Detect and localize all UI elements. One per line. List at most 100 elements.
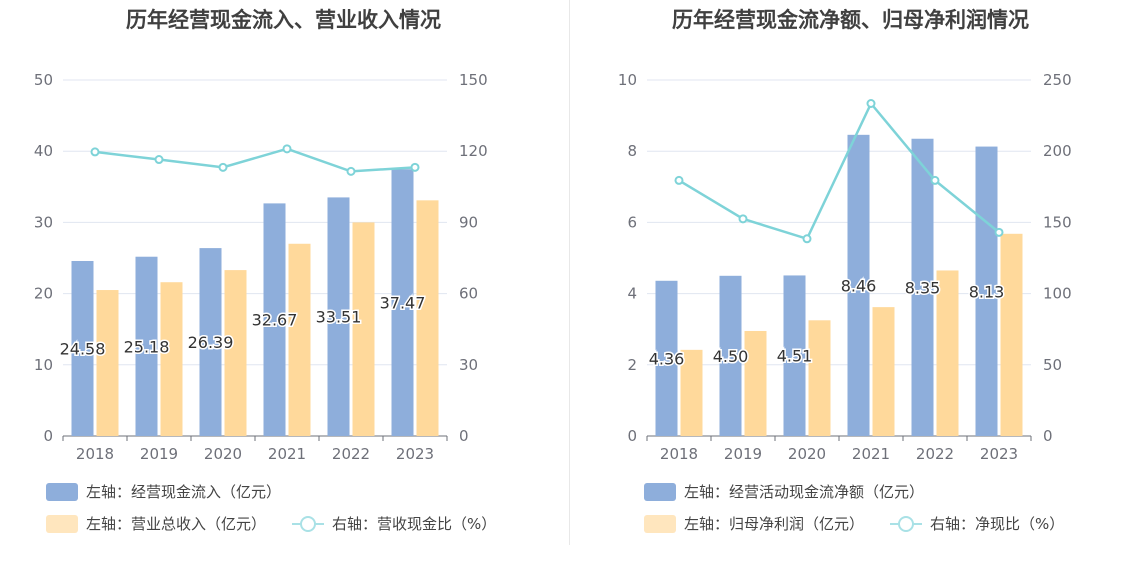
line-point bbox=[218, 162, 228, 172]
legend-item-bar-2[interactable]: 左轴：归母净利润（亿元） bbox=[644, 513, 864, 534]
bar-primary bbox=[135, 256, 158, 436]
chart-panel-cash-inflow: 历年经营现金流入、营业收入情况 0 10 20 30 40 50 0 30 60 90 120 150… bbox=[34, 8, 496, 534]
bar-data-label: 26.39 bbox=[188, 333, 234, 352]
line-point bbox=[154, 155, 164, 165]
left-axis-tick-label: 10 bbox=[618, 71, 637, 89]
x-axis-tick-label: 2022 bbox=[916, 445, 954, 463]
left-axis-tick-label: 50 bbox=[34, 71, 53, 89]
bar-secondary bbox=[416, 200, 439, 436]
line-point bbox=[802, 234, 812, 244]
line-point bbox=[90, 147, 100, 157]
right-axis-tick-label: 90 bbox=[459, 213, 478, 231]
bar-data-label: 32.67 bbox=[252, 311, 298, 330]
legend-swatch-yellow bbox=[46, 514, 78, 533]
legend-swatch-blue bbox=[46, 482, 78, 501]
bar-data-label: 4.51 bbox=[777, 347, 813, 366]
bar-data-label: 8.35 bbox=[905, 278, 941, 297]
line-point bbox=[930, 175, 940, 185]
line-point bbox=[738, 214, 748, 224]
line-point bbox=[346, 166, 356, 176]
legend-label: 右轴：净现比（%） bbox=[930, 515, 1065, 533]
legend-item-bar-1[interactable]: 左轴：经营活动现金流净额（亿元） bbox=[644, 481, 924, 502]
bar-primary bbox=[783, 275, 806, 436]
left-axis-tick-label: 0 bbox=[627, 427, 637, 445]
bar-secondary bbox=[744, 330, 767, 436]
bar-primary bbox=[911, 138, 934, 437]
legend-item-line[interactable]: 右轴：营收现金比（%） bbox=[292, 513, 496, 534]
right-axis-tick-label: 150 bbox=[1043, 213, 1072, 231]
bar-primary bbox=[263, 203, 286, 436]
left-axis-tick-label: 2 bbox=[627, 356, 637, 374]
line-series-path bbox=[94, 147, 416, 173]
x-axis-tick-label: 2022 bbox=[332, 445, 370, 463]
legend-label: 左轴：经营活动现金流净额（亿元） bbox=[684, 483, 925, 501]
legend-item-line[interactable]: 右轴：净现比（%） bbox=[890, 513, 1064, 534]
x-axis-tick-label: 2021 bbox=[852, 445, 890, 463]
line-point bbox=[410, 162, 420, 172]
line-point bbox=[994, 227, 1004, 237]
bar-primary bbox=[71, 260, 94, 436]
x-axis-tick-label: 2023 bbox=[396, 445, 434, 463]
left-axis-tick-label: 30 bbox=[34, 213, 53, 231]
bar-data-label: 8.13 bbox=[969, 282, 1005, 301]
left-axis-tick-label: 8 bbox=[627, 142, 637, 160]
bar-data-label: 37.47 bbox=[380, 294, 426, 313]
line-point bbox=[282, 144, 292, 154]
x-axis-tick-label: 2020 bbox=[788, 445, 826, 463]
legend-item-bar-1[interactable]: 左轴：经营现金流入（亿元） bbox=[46, 481, 281, 502]
bar-secondary bbox=[872, 307, 895, 436]
line-point bbox=[866, 98, 876, 108]
x-axis-tick-label: 2020 bbox=[204, 445, 242, 463]
bar-data-label: 24.58 bbox=[60, 339, 106, 358]
chart-title: 历年经营现金流入、营业收入情况 bbox=[126, 8, 441, 32]
x-axis-tick-label: 2023 bbox=[980, 445, 1018, 463]
left-axis-tick-label: 10 bbox=[34, 356, 53, 374]
left-axis-tick-label: 20 bbox=[34, 285, 53, 303]
right-axis-tick-label: 60 bbox=[459, 285, 478, 303]
legend-label: 右轴：营收现金比（%） bbox=[332, 515, 497, 533]
right-axis-tick-label: 150 bbox=[459, 71, 488, 89]
right-axis-tick-label: 200 bbox=[1043, 142, 1072, 160]
bar-primary bbox=[391, 169, 414, 436]
right-axis-tick-label: 100 bbox=[1043, 285, 1072, 303]
bar-data-label: 25.18 bbox=[124, 337, 170, 356]
bar-secondary bbox=[1000, 233, 1023, 436]
x-axis-tick-label: 2018 bbox=[660, 445, 698, 463]
chart-title: 历年经营现金流净额、归母净利润情况 bbox=[672, 8, 1029, 32]
x-axis-tick-label: 2019 bbox=[140, 445, 178, 463]
legend-swatch-yellow bbox=[644, 514, 676, 533]
bar-secondary bbox=[352, 222, 375, 436]
x-axis-tick-label: 2021 bbox=[268, 445, 306, 463]
chart-panel-net-cash: 历年经营现金流净额、归母净利润情况 0 2 4 6 8 10 0 50 100 150 200 250… bbox=[567, 0, 1134, 582]
left-axis-tick-label: 6 bbox=[627, 213, 637, 231]
bar-primary bbox=[655, 280, 678, 436]
left-axis-tick-label: 4 bbox=[627, 285, 637, 303]
bar-primary bbox=[327, 197, 350, 436]
x-axis-tick-label: 2019 bbox=[724, 445, 762, 463]
legend-label: 左轴：经营现金流入（亿元） bbox=[86, 483, 282, 501]
legend-label: 左轴：营业总收入（亿元） bbox=[86, 515, 267, 533]
left-axis-tick-label: 0 bbox=[43, 427, 53, 445]
bar-secondary bbox=[288, 243, 311, 436]
legend-line-icon bbox=[292, 515, 324, 533]
right-axis-tick-label: 0 bbox=[459, 427, 469, 445]
bar-secondary bbox=[224, 270, 247, 436]
bar-primary bbox=[199, 248, 222, 436]
bar-secondary bbox=[936, 270, 959, 436]
x-axis-tick-label: 2018 bbox=[76, 445, 114, 463]
bar-secondary bbox=[680, 349, 703, 436]
bar-primary bbox=[719, 275, 742, 436]
line-point bbox=[674, 175, 684, 185]
bar-secondary bbox=[808, 320, 831, 436]
right-axis-tick-label: 50 bbox=[1043, 356, 1062, 374]
left-axis-tick-label: 40 bbox=[34, 142, 53, 160]
bar-data-label: 33.51 bbox=[316, 308, 362, 327]
right-axis-tick-label: 250 bbox=[1043, 71, 1072, 89]
right-axis-tick-label: 120 bbox=[459, 142, 488, 160]
bar-data-label: 4.36 bbox=[649, 349, 685, 368]
right-axis-tick-label: 30 bbox=[459, 356, 478, 374]
legend-line-icon bbox=[890, 515, 922, 533]
bar-primary bbox=[847, 134, 870, 436]
legend-item-bar-2[interactable]: 左轴：营业总收入（亿元） bbox=[46, 513, 266, 534]
legend-swatch-blue bbox=[644, 482, 676, 501]
